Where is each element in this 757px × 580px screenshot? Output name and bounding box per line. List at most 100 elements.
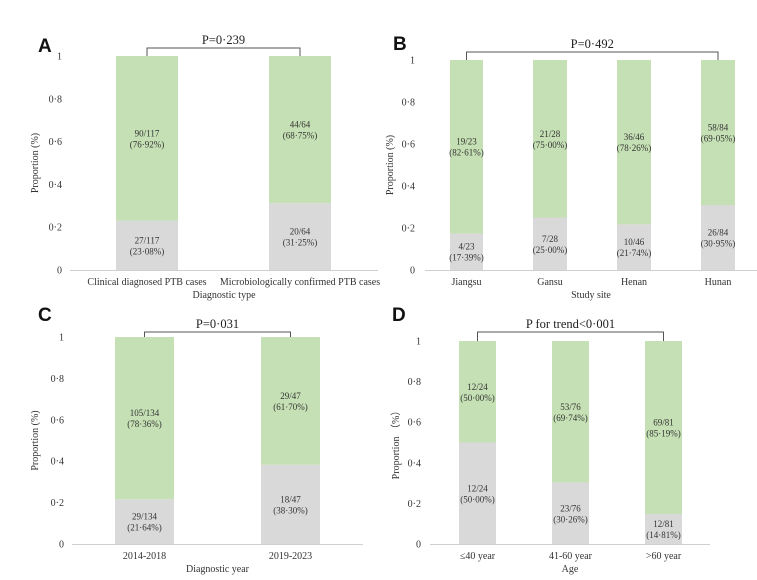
bar-segment-top [459, 341, 496, 443]
data-label-percent: (76·92%) [130, 139, 165, 149]
data-label-percent: (50·00%) [460, 393, 495, 403]
data-label-count: 18/47 [280, 494, 301, 504]
data-label-count: 44/64 [290, 120, 311, 130]
bar-segment-bottom [645, 513, 682, 544]
y-axis-label: Proportion (%) [30, 410, 41, 470]
x-tick-label: ≤40 year [460, 551, 496, 562]
bar-segment-bottom [617, 224, 651, 270]
p-value-annotation: P for trend<0·001 [526, 317, 615, 331]
y-tick-label: 0·8 [49, 94, 62, 105]
data-label-percent: (25·00%) [533, 245, 568, 255]
data-label-count: 12/81 [653, 519, 674, 529]
significance-bracket [146, 47, 301, 56]
data-label-count: 4/23 [458, 242, 475, 252]
y-tick-label: 0·4 [51, 457, 64, 468]
data-label-percent: (21·74%) [617, 248, 652, 258]
bar-segment-bottom [269, 203, 331, 270]
panel-letter: D [392, 305, 406, 326]
y-axis-label: Proportion (%) [30, 133, 41, 193]
data-label-count: 7/28 [542, 234, 559, 244]
data-label-count: 12/24 [467, 483, 488, 493]
x-tick-label: Henan [621, 277, 647, 288]
x-tick-label: Jiangsu [452, 277, 482, 288]
panel-letter: B [393, 34, 407, 55]
bar-segment-bottom [552, 482, 589, 544]
y-tick-label: 0·2 [51, 498, 64, 509]
y-tick-label: 0 [59, 540, 64, 551]
y-tick-label: 0·8 [408, 377, 421, 388]
data-label-percent: (82·61%) [449, 148, 484, 158]
data-label-percent: (78·36%) [127, 419, 162, 429]
bar-segment-bottom [116, 220, 178, 270]
y-axis-label: Proportion (%) [385, 135, 396, 195]
data-label-count: 90/117 [135, 128, 160, 138]
y-tick-label: 0·4 [408, 458, 421, 469]
x-axis-label: Study site [571, 290, 611, 301]
x-tick-label: 41-60 year [549, 551, 593, 562]
significance-bracket [144, 331, 291, 337]
y-tick-label: 1 [59, 333, 64, 344]
data-label-count: 58/84 [708, 123, 729, 133]
data-label-percent: (50·00%) [460, 494, 495, 504]
y-tick-label: 1 [410, 56, 415, 67]
bar-segment-bottom [701, 205, 735, 270]
p-value-annotation: P=0·492 [571, 37, 614, 51]
data-label-count: 23/76 [560, 503, 581, 513]
bar-segment-bottom [450, 233, 483, 270]
bar-segment-bottom [115, 499, 174, 544]
data-label-percent: (30·26%) [553, 514, 588, 524]
y-tick-label: 0·6 [49, 137, 62, 148]
data-label-count: 105/134 [130, 408, 160, 418]
y-tick-label: 0·4 [402, 182, 415, 193]
data-label-percent: (68·75%) [283, 131, 318, 141]
p-value-annotation: P=0·239 [202, 33, 245, 47]
data-label-percent: (69·74%) [553, 413, 588, 423]
data-label-percent: (38·30%) [273, 505, 308, 515]
bar-segment-bottom [261, 464, 320, 544]
data-label-percent: (78·26%) [617, 143, 652, 153]
x-tick-label: Gansu [537, 277, 563, 288]
bar-segment-top [645, 341, 682, 514]
y-tick-label: 0·2 [408, 499, 421, 510]
bar-segment-top [552, 341, 589, 483]
p-value-annotation: P=0·031 [196, 317, 239, 331]
x-tick-label: Microbiologically confirmed PTB cases [220, 277, 380, 288]
data-label-count: 19/23 [456, 137, 477, 147]
bar-segment-top [261, 337, 320, 465]
x-tick-label: Hunan [705, 277, 732, 288]
y-tick-label: 0 [416, 540, 421, 551]
panel-letter: A [38, 36, 52, 57]
data-label-percent: (85·19%) [646, 428, 681, 438]
x-axis-label: Age [562, 564, 579, 575]
data-label-count: 36/46 [624, 132, 645, 142]
bar-segment-top [450, 60, 483, 234]
x-tick-label: >60 year [646, 551, 682, 562]
y-tick-label: 0·8 [402, 98, 415, 109]
data-label-count: 29/134 [132, 512, 158, 522]
data-label-percent: (14·81%) [646, 530, 681, 540]
y-tick-label: 0·4 [49, 180, 62, 191]
bar-segment-top [533, 60, 567, 218]
data-label-count: 26/84 [708, 228, 729, 238]
y-tick-label: 0·8 [51, 374, 64, 385]
data-label-percent: (69·05%) [701, 134, 736, 144]
bar-segment-top [115, 337, 174, 500]
data-label-percent: (23·08%) [130, 246, 165, 256]
bar-segment-bottom [533, 217, 567, 270]
bar-segment-top [617, 60, 651, 225]
data-label-percent: (17·39%) [449, 253, 484, 263]
data-label-count: 53/76 [560, 402, 581, 412]
data-label-count: 20/64 [290, 227, 311, 237]
x-tick-label: Clinical diagnosed PTB cases [87, 277, 206, 288]
y-tick-label: 0·6 [51, 415, 64, 426]
y-tick-label: 0·6 [408, 418, 421, 429]
data-label-count: 27/117 [135, 235, 160, 245]
y-tick-label: 0 [410, 266, 415, 277]
y-tick-label: 1 [57, 52, 62, 63]
data-label-count: 29/47 [280, 391, 301, 401]
data-label-percent: (21·64%) [127, 523, 162, 533]
data-label-percent: (61·70%) [273, 402, 308, 412]
bar-segment-top [116, 56, 178, 221]
y-tick-label: 1 [416, 337, 421, 348]
data-label-percent: (31·25%) [283, 238, 318, 248]
